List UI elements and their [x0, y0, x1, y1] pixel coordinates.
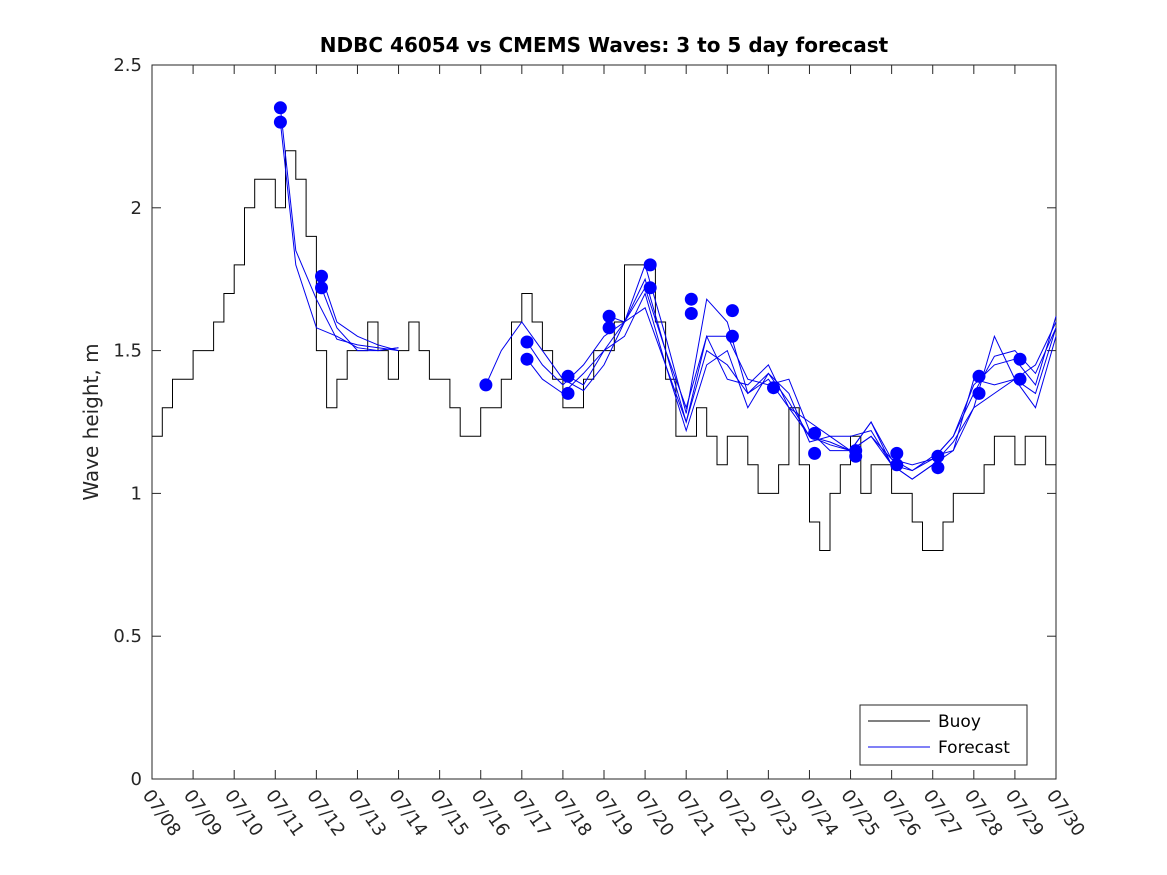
- y-tick-label: 0.5: [113, 626, 142, 647]
- y-tick-label: 2.5: [113, 55, 142, 76]
- y-axis: 0 0.5 1 1.5 2 2.5: [113, 55, 1056, 790]
- legend-forecast-label: Forecast: [938, 738, 1010, 758]
- forecast-start-marker: [520, 335, 534, 349]
- forecast-line-5: [485, 307, 1057, 480]
- forecast-start-marker: [643, 281, 657, 295]
- forecast-start-marker: [643, 258, 657, 272]
- chart-title: NDBC 46054 vs CMEMS Waves: 3 to 5 day fo…: [320, 33, 889, 57]
- forecast-start-marker: [520, 352, 534, 366]
- forecast-start-marker: [479, 378, 493, 392]
- legend-box: [859, 704, 1028, 766]
- axes-box: [151, 64, 1057, 780]
- forecast-start-marker: [849, 449, 863, 463]
- forecast-start-marker: [931, 449, 945, 463]
- forecast-markers: [273, 101, 1027, 475]
- forecast-start-marker: [1013, 372, 1027, 386]
- buoy-series: [152, 150, 1056, 551]
- y-tick-label: 1: [131, 483, 142, 504]
- forecast-start-marker: [808, 426, 822, 440]
- forecast-start-marker: [273, 101, 287, 115]
- forecast-start-marker: [808, 446, 822, 460]
- buoy-line: [152, 150, 1056, 551]
- forecast-start-marker: [890, 446, 904, 460]
- forecast-start-marker: [725, 329, 739, 343]
- forecast-start-marker: [273, 115, 287, 129]
- forecast-line-4: [321, 287, 399, 352]
- legend-buoy-label: Buoy: [938, 712, 981, 732]
- forecast-start-marker: [972, 369, 986, 383]
- y-tick-label: 0: [131, 769, 142, 790]
- forecast-line-7: [526, 292, 1057, 480]
- forecast-start-marker: [767, 381, 780, 395]
- forecast-start-marker: [684, 307, 698, 320]
- forecast-start-marker: [684, 292, 698, 306]
- forecast-start-marker: [315, 269, 328, 283]
- forecast-start-marker: [315, 281, 328, 295]
- y-axis-label: Wave height, m: [79, 343, 103, 500]
- plot-area: [151, 64, 1057, 780]
- forecast-start-marker: [561, 386, 575, 400]
- forecast-start-marker: [561, 369, 575, 383]
- forecast-line-3: [321, 276, 399, 352]
- y-tick-label: 1.5: [113, 341, 142, 362]
- forecast-start-marker: [602, 309, 616, 323]
- legend: Buoy Forecast: [859, 704, 1028, 766]
- forecast-start-marker: [931, 461, 945, 475]
- forecast-start-marker: [602, 321, 616, 335]
- forecast-start-marker: [972, 386, 986, 400]
- forecast-start-marker: [1013, 352, 1027, 366]
- forecast-line-2: [279, 107, 399, 352]
- forecast-start-marker: [725, 304, 739, 318]
- y-tick-label: 2: [131, 198, 142, 219]
- forecast-start-marker: [890, 458, 904, 472]
